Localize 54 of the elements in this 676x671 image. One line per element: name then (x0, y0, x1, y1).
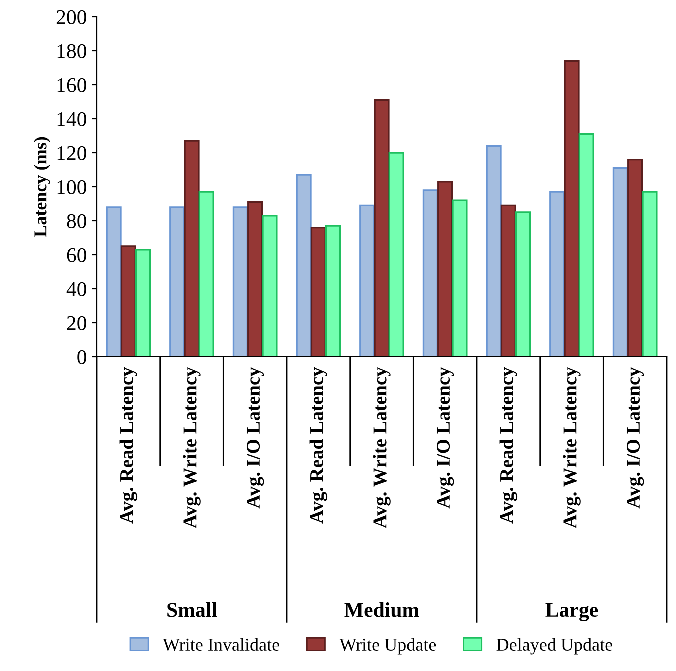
bar (486, 145, 502, 357)
bar (550, 191, 566, 357)
y-tick-label: 120 (58, 146, 86, 160)
y-tick-label: 180 (58, 44, 86, 58)
bar (500, 204, 516, 357)
y-tick-label: 160 (58, 78, 86, 92)
bar (564, 60, 580, 357)
bar (374, 99, 390, 357)
x-tick-label: Avg. Read Latency (500, 367, 518, 524)
bar (388, 152, 404, 357)
y-tick-label: 40 (66, 282, 86, 296)
bar (612, 167, 629, 357)
x-tick-label: Avg. I/O Latency (626, 367, 644, 509)
y-tick-label: 200 (56, 10, 86, 24)
bar (170, 206, 186, 357)
bar (262, 215, 278, 357)
bar (438, 181, 454, 357)
text: Small (168, 602, 218, 618)
text: Medium (344, 602, 420, 618)
bar (310, 226, 326, 357)
y-tick-label: 20 (67, 316, 86, 330)
y-axis-title: Latency (ms) (34, 137, 50, 238)
bar (642, 191, 658, 357)
legend-label: Delayed Update (496, 638, 612, 655)
x-tick-label: Avg. I/O Latency (436, 367, 454, 509)
bar (296, 174, 312, 357)
bar (325, 225, 342, 357)
x-tick-label: Avg. Write Latency (183, 367, 201, 529)
x-tick-label: Avg. Write Latency (563, 367, 581, 529)
x-tick-label: Avg. Read Latency (310, 367, 328, 524)
y-tick-label: 80 (67, 214, 86, 228)
bar (135, 249, 152, 357)
bar (120, 246, 136, 357)
bar (452, 200, 468, 357)
bar (628, 158, 644, 357)
x-tick-label: Avg. I/O Latency (246, 367, 264, 509)
bar (515, 212, 532, 357)
legend-label: Write Invalidate (163, 638, 280, 652)
bar (248, 201, 264, 357)
bar (184, 140, 200, 357)
bar (232, 206, 249, 357)
y-tick-label: 100 (58, 180, 86, 194)
x-tick-label: Avg. Read Latency (120, 367, 138, 524)
bar (422, 190, 439, 357)
bar (360, 204, 376, 357)
bar (198, 191, 214, 357)
x-tick-label: Avg. Write Latency (373, 367, 391, 529)
legend-label: Write Update (340, 638, 436, 655)
y-tick-label: 0 (78, 350, 86, 364)
text: Large (546, 603, 598, 622)
bar (106, 206, 122, 357)
bar (578, 133, 594, 357)
y-tick-label: 140 (58, 112, 86, 126)
y-tick-label: 60 (67, 248, 86, 262)
